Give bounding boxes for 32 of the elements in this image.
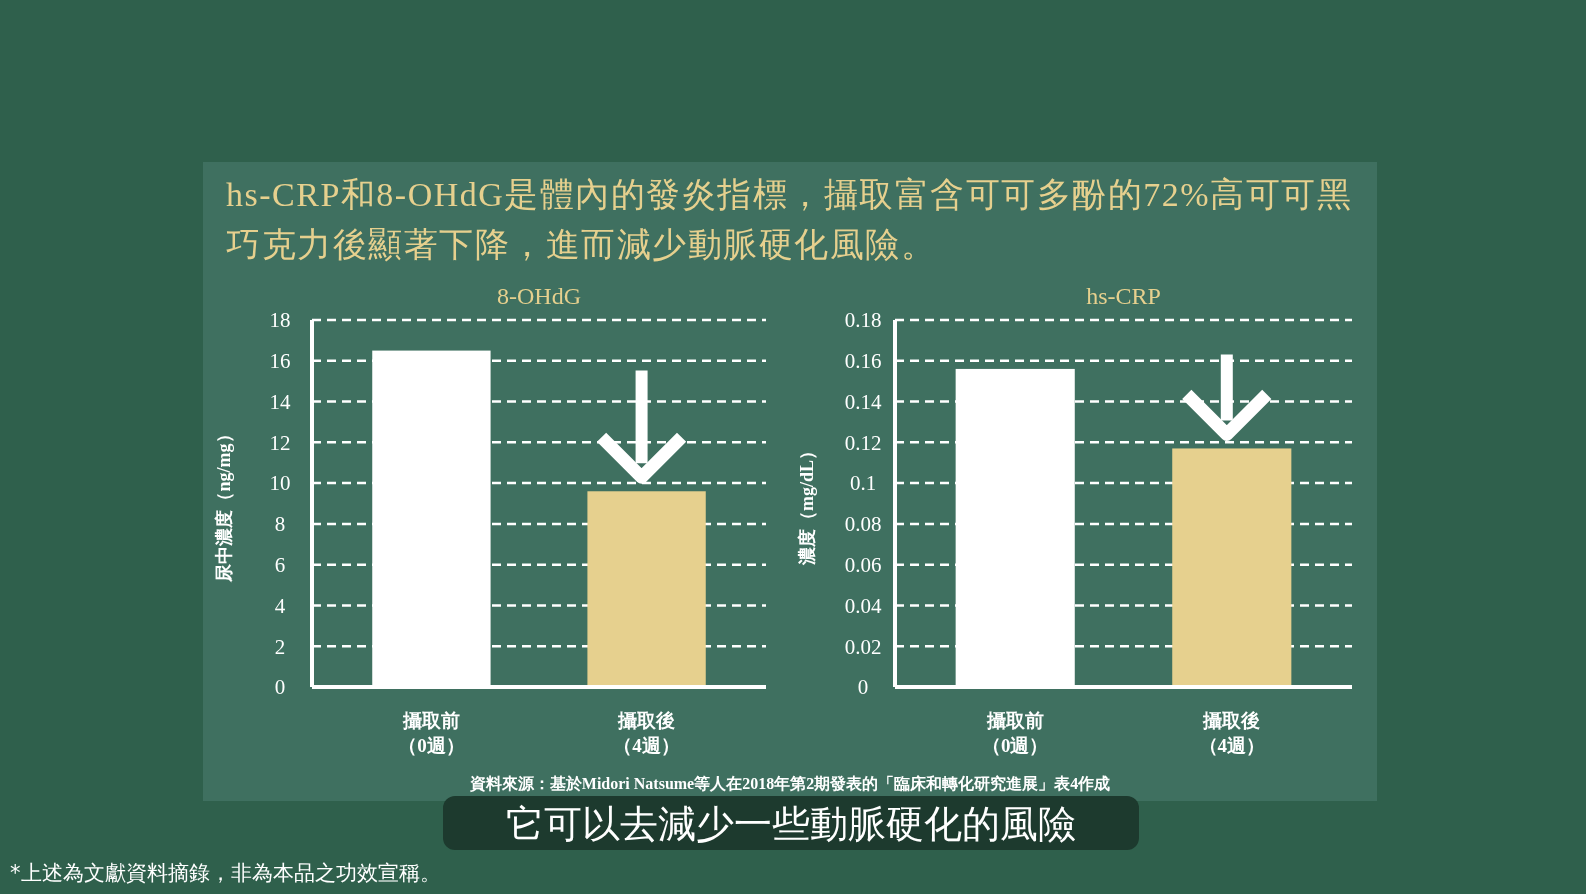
- y-tick-label: 0.18: [844, 308, 882, 333]
- chart-title: 8-OHdG: [497, 283, 581, 309]
- y-tick-label: 10: [269, 471, 291, 496]
- y-tick-label: 6: [274, 553, 286, 578]
- y-tick-label: 4: [274, 593, 286, 618]
- x-tick-label: 攝取後（4週）: [1198, 710, 1266, 756]
- text: hs-CRP和8-OHdG是體內的發炎指標，攝取富含可可多酚的72%高可可黑巧克力後顯著下降，進而減少動脈硬化風險。: [226, 175, 1354, 265]
- y-tick-label: 0: [274, 675, 286, 700]
- y-tick-label: 0.14: [844, 389, 882, 414]
- y-tick-label: 0.16: [844, 349, 882, 374]
- y-tick-label: 12: [269, 430, 291, 455]
- y-tick-label: 0.1: [849, 471, 877, 496]
- text: *上述為文獻資料摘錄，非為本品之功效宣稱。: [10, 861, 441, 885]
- y-axis-title: 尿中濃度（ng/mg）: [214, 425, 234, 583]
- y-tick-label: 8: [274, 512, 286, 537]
- y-tick-label: 18: [269, 308, 291, 333]
- x-tick-label: 攝取前（0週）: [398, 710, 465, 756]
- y-tick-label: 0: [857, 675, 869, 700]
- y-tick-label: 14: [269, 389, 291, 414]
- y-tick-label: 0.04: [844, 593, 882, 618]
- x-tick-label: 攝取後（4週）: [613, 710, 680, 756]
- y-tick-label: 2: [274, 634, 286, 659]
- x-tick-label: 攝取前（0週）: [981, 710, 1049, 756]
- y-tick-label: 0.08: [844, 512, 882, 537]
- y-tick-label: 0.12: [844, 430, 882, 455]
- y-axis-title: 濃度（mg/dL）: [797, 441, 817, 567]
- text: 它可以去減少一些動脈硬化的風險: [506, 802, 1076, 846]
- chart-title: hs-CRP: [1086, 283, 1161, 309]
- y-tick-label: 0.06: [844, 553, 882, 578]
- source-note: 資料來源：基於Midori Natsume等人在2018年第2期發表的「臨床和轉化研究進展」表4作成: [468, 775, 1111, 793]
- y-tick-label: 16: [269, 349, 291, 374]
- y-tick-label: 0.02: [844, 634, 882, 659]
